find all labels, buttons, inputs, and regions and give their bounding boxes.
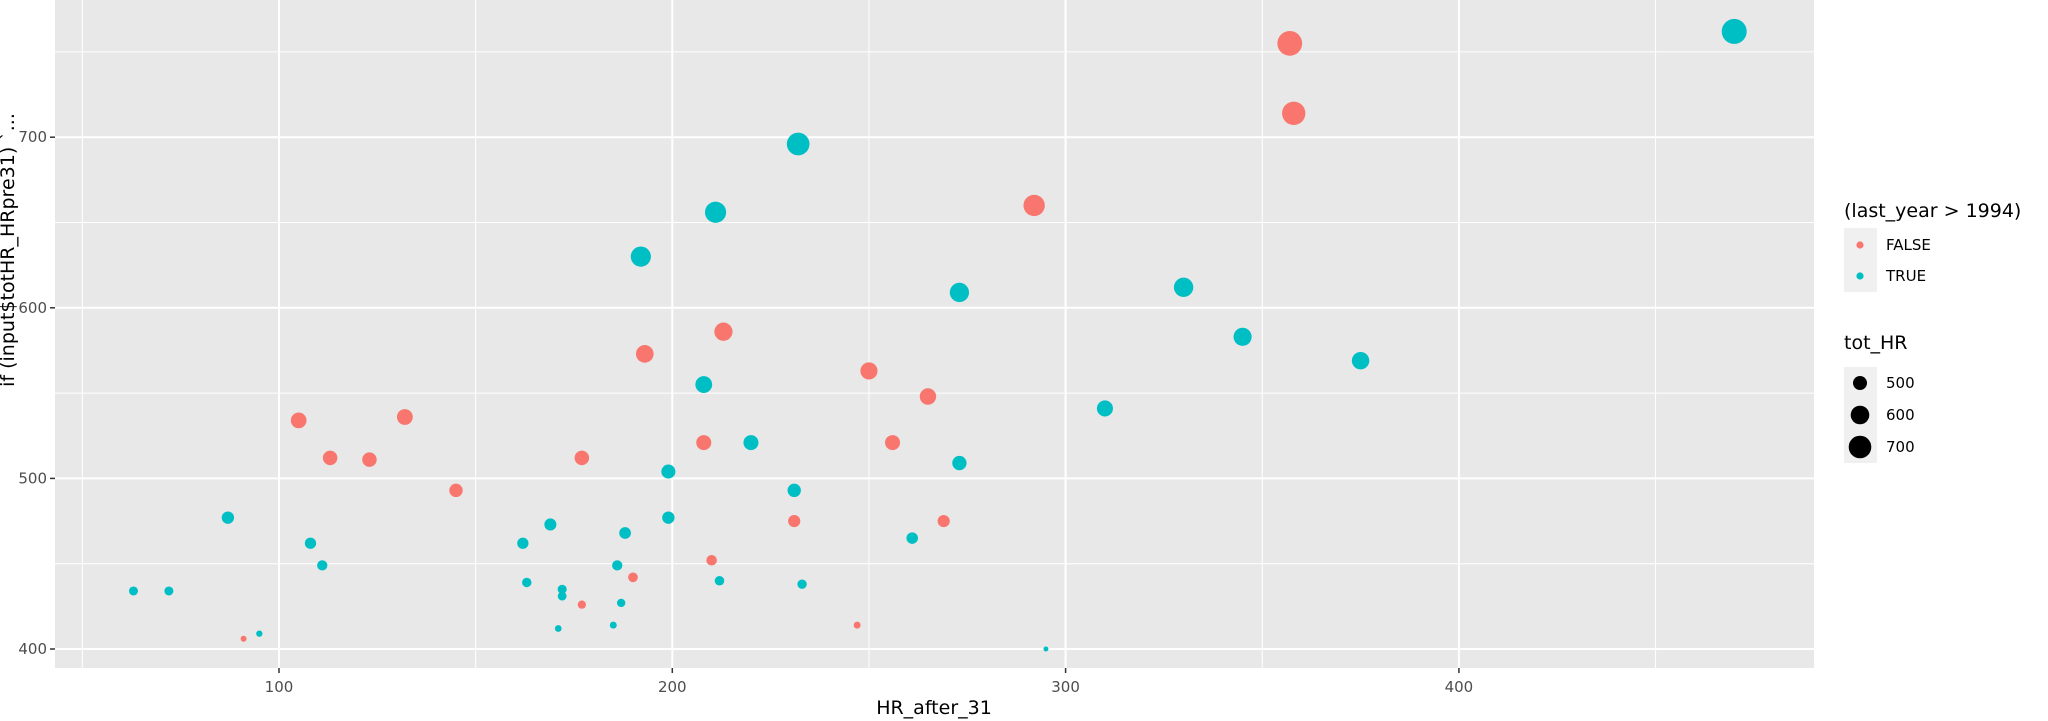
legend-size-700-dot-icon (1848, 435, 1872, 459)
color-legend: (last_year > 1994) FALSE TRUE (1844, 200, 2021, 292)
data-point-true (714, 575, 725, 586)
data-point-true (661, 464, 676, 479)
data-point-true (128, 586, 138, 596)
data-point-true (695, 376, 713, 393)
x-axis-title: HR_after_31 (876, 697, 992, 719)
data-point-false (290, 412, 307, 429)
y-tick-label: 700 (18, 128, 47, 146)
data-point-false (919, 388, 937, 405)
data-point-false (577, 600, 586, 609)
data-point-false (574, 450, 590, 466)
size-legend: tot_HR 500 600 700 (1844, 332, 1915, 463)
data-point-true (1351, 351, 1370, 370)
data-point-true (557, 591, 567, 601)
data-point-true (304, 537, 317, 549)
data-point-true (612, 560, 623, 571)
data-point-false (714, 322, 733, 341)
data-point-true (1721, 18, 1747, 44)
data-point-true (517, 537, 529, 549)
y-axis: 400 500 600 700 (18, 128, 55, 658)
data-point-true (544, 518, 557, 531)
data-point-true (662, 511, 675, 524)
data-point-true (164, 586, 174, 596)
data-point-false (1277, 30, 1303, 56)
data-point-true (906, 532, 918, 544)
legend-label-false: FALSE (1886, 236, 1931, 254)
data-point-true (1096, 400, 1113, 417)
data-point-true (1233, 327, 1252, 346)
legend-label-500: 500 (1886, 374, 1915, 392)
data-point-true (1173, 277, 1194, 298)
legend-true-dot-icon (1856, 272, 1864, 280)
data-point-false (860, 362, 878, 380)
legend-size-600-dot-icon (1850, 405, 1870, 425)
data-point-true (609, 621, 617, 629)
data-point-false (937, 514, 950, 528)
y-tick-label: 400 (18, 640, 47, 658)
legend-key-bg (1844, 228, 1877, 292)
legend-false-dot-icon (1856, 241, 1864, 249)
data-point-false (396, 409, 413, 425)
x-tick-label: 300 (1051, 678, 1080, 696)
x-axis: 100 200 300 400 (265, 668, 1474, 696)
grid-minor (55, 0, 1814, 668)
y-tick-label: 600 (18, 299, 47, 317)
data-point-false (885, 435, 901, 451)
legend-label-700: 700 (1886, 438, 1915, 456)
data-point-true (797, 579, 807, 589)
data-point-true (949, 282, 970, 303)
data-point-true (616, 598, 626, 608)
x-tick-label: 100 (265, 678, 294, 696)
data-point-false (362, 452, 377, 467)
data-point-true (743, 435, 759, 451)
y-axis-title: if (input$totHR_HRpre31) `... (0, 113, 19, 387)
data-point-false (788, 514, 801, 528)
data-point-false (322, 450, 338, 466)
data-point-true (317, 560, 328, 571)
data-point-false (240, 635, 247, 642)
data-point-true (221, 511, 235, 524)
color-legend-title: (last_year > 1994) (1844, 200, 2021, 222)
data-point-true (630, 246, 651, 267)
data-point-false (696, 435, 712, 451)
size-legend-title: tot_HR (1844, 332, 1908, 354)
data-point-false (628, 572, 638, 583)
data-point-false (1023, 194, 1045, 217)
legend-label-true: TRUE (1885, 267, 1926, 285)
data-point-true (256, 630, 263, 637)
data-point-true (619, 527, 631, 539)
data-point-true (787, 483, 801, 498)
plot-panel (55, 0, 1814, 668)
data-point-false (706, 555, 717, 566)
y-tick-label: 500 (18, 469, 47, 487)
data-point-false (853, 621, 861, 629)
x-tick-label: 200 (658, 678, 687, 696)
x-tick-label: 400 (1445, 678, 1474, 696)
grid-major (55, 0, 1814, 668)
data-points (128, 18, 1747, 652)
data-point-false (1282, 101, 1306, 125)
data-point-true (1043, 646, 1049, 652)
data-point-false (449, 483, 463, 498)
legend-label-600: 600 (1886, 406, 1915, 424)
data-point-true (557, 584, 567, 594)
legend-size-500-dot-icon (1853, 376, 1867, 390)
data-point-true (952, 455, 967, 471)
data-point-true (704, 201, 727, 223)
data-point-true (522, 577, 532, 588)
data-point-true (554, 625, 562, 632)
data-point-true (786, 132, 810, 156)
data-point-false (635, 345, 654, 363)
